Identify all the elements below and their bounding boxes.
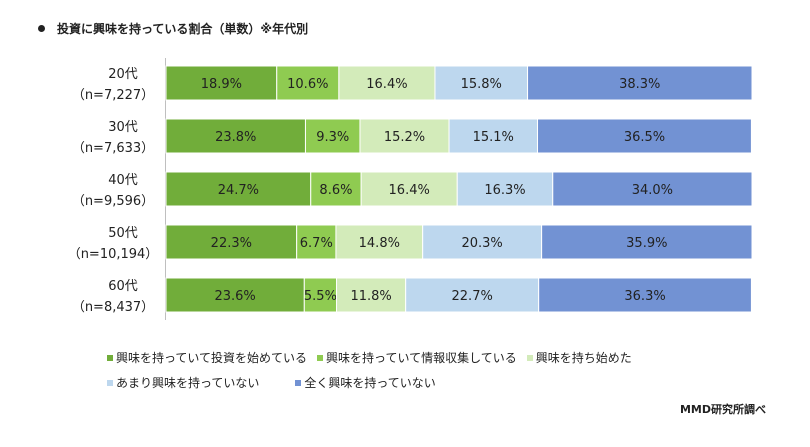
legend-swatch-started — [107, 354, 113, 361]
category-sample-size: （n=8,437） — [72, 300, 154, 315]
title-bullet-icon — [38, 25, 45, 32]
data-label: 10.6% — [287, 77, 328, 92]
legend-label-gathering: 興味を持っていて情報収集している — [326, 351, 517, 365]
category-label: 50代 — [108, 226, 138, 241]
bar-segment — [310, 171, 362, 207]
legend-label-started: 興味を持っていて投資を始めている — [116, 351, 308, 365]
data-label: 22.7% — [452, 289, 493, 304]
category-sample-size: （n=7,633） — [72, 141, 154, 156]
data-label: 11.8% — [350, 289, 391, 304]
data-label: 38.3% — [619, 77, 660, 92]
chart-title-text: 投資に興味を持っている割合（単数）※年代別 — [57, 22, 309, 36]
category-sample-size: （n=7,227） — [72, 88, 154, 103]
data-label: 20.3% — [461, 236, 502, 251]
source-credit: MMD研究所調べ — [679, 403, 766, 416]
data-label: 5.5% — [304, 289, 337, 304]
legend-swatch-little — [107, 379, 113, 386]
bar-segment — [296, 224, 337, 260]
data-label: 36.3% — [624, 289, 665, 304]
legend-swatch-gathering — [317, 354, 324, 361]
legend-swatch-none — [295, 379, 302, 386]
category-sample-size: （n=10,194） — [68, 247, 159, 262]
legend-item-gathering: 興味を持っていて情報収集している — [317, 349, 517, 366]
legend-row-1: 興味を持っていて投資を始めている 興味を持っていて情報収集している 興味を持ち始めた — [107, 349, 642, 366]
bar-segment — [165, 224, 298, 260]
bar-segment — [165, 171, 312, 207]
legend-row-2: あまり興味を持っていない 全く興味を持っていない — [107, 374, 446, 391]
bar-segment — [304, 118, 361, 154]
category-label: 30代 — [108, 120, 138, 135]
category-sample-size: （n=9,596） — [72, 194, 154, 209]
data-label: 9.3% — [316, 130, 349, 145]
data-label: 36.5% — [624, 130, 665, 145]
legend-item-started: 興味を持っていて投資を始めている — [107, 349, 307, 366]
legend-item-none: 全く興味を持っていない — [295, 374, 436, 391]
bar-segment — [422, 224, 543, 260]
bar-segment — [360, 171, 458, 207]
data-label: 15.2% — [384, 130, 425, 145]
bar-segment — [336, 277, 407, 313]
bar-segment — [527, 65, 753, 101]
bar-segment — [303, 277, 338, 313]
bar-segment — [434, 65, 529, 101]
data-label: 6.7% — [300, 236, 333, 251]
data-label: 35.9% — [626, 236, 667, 251]
bar-segment — [165, 118, 306, 154]
bar-segment — [538, 277, 752, 313]
data-label: 22.3% — [211, 236, 252, 251]
data-label: 34.0% — [632, 183, 673, 198]
bar-segment — [552, 171, 753, 207]
data-label: 24.7% — [218, 183, 259, 198]
data-label: 16.3% — [484, 183, 525, 198]
data-label: 15.8% — [461, 77, 502, 92]
legend-label-beginning: 興味を持ち始めた — [535, 351, 632, 365]
category-label: 20代 — [108, 67, 138, 82]
data-label: 18.9% — [201, 77, 242, 92]
bar-segment — [405, 277, 540, 313]
legend-label-none: 全く興味を持っていない — [304, 376, 436, 390]
data-label: 15.1% — [473, 130, 514, 145]
data-label: 16.4% — [366, 77, 407, 92]
chart-title: 投資に興味を持っている割合（単数）※年代別 — [38, 20, 308, 37]
data-label: 8.6% — [319, 183, 352, 198]
data-label: 14.8% — [359, 236, 400, 251]
legend-label-little: あまり興味を持っていない — [116, 376, 260, 390]
bar-segment — [456, 171, 554, 207]
bar-segment — [359, 118, 450, 154]
bar-segment — [165, 277, 305, 313]
data-label: 23.6% — [214, 289, 255, 304]
bar-segment — [276, 65, 340, 101]
data-label: 16.4% — [389, 183, 430, 198]
category-label: 60代 — [108, 279, 138, 294]
bar-segment — [537, 118, 752, 154]
bar-segment — [165, 65, 278, 101]
bar-segment — [541, 224, 753, 260]
bar-segment — [448, 118, 539, 154]
legend-item-beginning: 興味を持ち始めた — [526, 349, 632, 366]
data-label: 23.8% — [215, 130, 256, 145]
legend-swatch-beginning — [526, 354, 533, 361]
category-label: 40代 — [108, 173, 138, 188]
legend-item-little: あまり興味を持っていない — [107, 374, 259, 391]
bar-segment — [335, 224, 424, 260]
